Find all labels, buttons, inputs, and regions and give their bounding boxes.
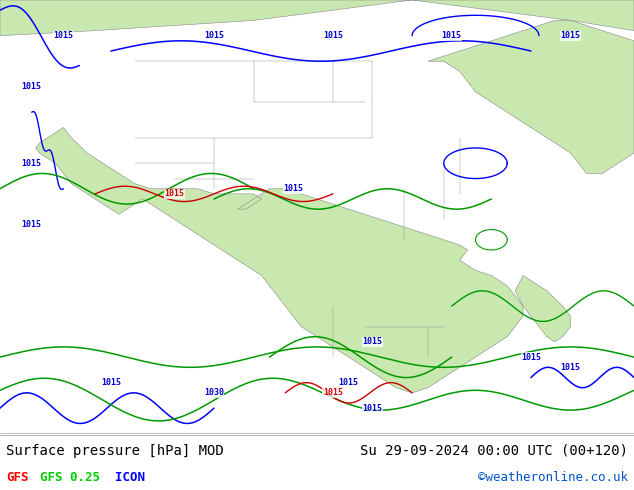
Text: 1015: 1015	[22, 220, 42, 229]
Text: 1015: 1015	[363, 337, 382, 346]
Text: 1015: 1015	[442, 31, 462, 40]
Polygon shape	[0, 0, 634, 36]
Text: 1015: 1015	[101, 378, 121, 387]
Text: 1015: 1015	[339, 378, 359, 387]
Text: 1030: 1030	[204, 389, 224, 397]
Text: 1015: 1015	[53, 31, 74, 40]
Polygon shape	[515, 275, 571, 342]
Text: Su 29-09-2024 00:00 UTC (00+120): Su 29-09-2024 00:00 UTC (00+120)	[359, 443, 628, 458]
Text: 1015: 1015	[560, 363, 581, 372]
Text: 1015: 1015	[164, 189, 184, 198]
Text: Surface pressure [hPa] MOD: Surface pressure [hPa] MOD	[6, 443, 224, 458]
Text: GFS: GFS	[6, 471, 29, 484]
Text: 1015: 1015	[283, 184, 303, 193]
Text: ICON: ICON	[115, 471, 145, 484]
Text: 1015: 1015	[521, 353, 541, 362]
Polygon shape	[36, 127, 523, 393]
Polygon shape	[428, 21, 634, 173]
Text: 1015: 1015	[22, 159, 42, 168]
Text: ©weatheronline.co.uk: ©weatheronline.co.uk	[477, 471, 628, 484]
Text: 1015: 1015	[204, 31, 224, 40]
Text: 1015: 1015	[323, 389, 343, 397]
Text: 1015: 1015	[323, 31, 343, 40]
Text: 1015: 1015	[363, 404, 382, 413]
Text: 1015: 1015	[22, 82, 42, 91]
Text: 1015: 1015	[560, 31, 581, 40]
Text: GFS 0.25: GFS 0.25	[40, 471, 100, 484]
